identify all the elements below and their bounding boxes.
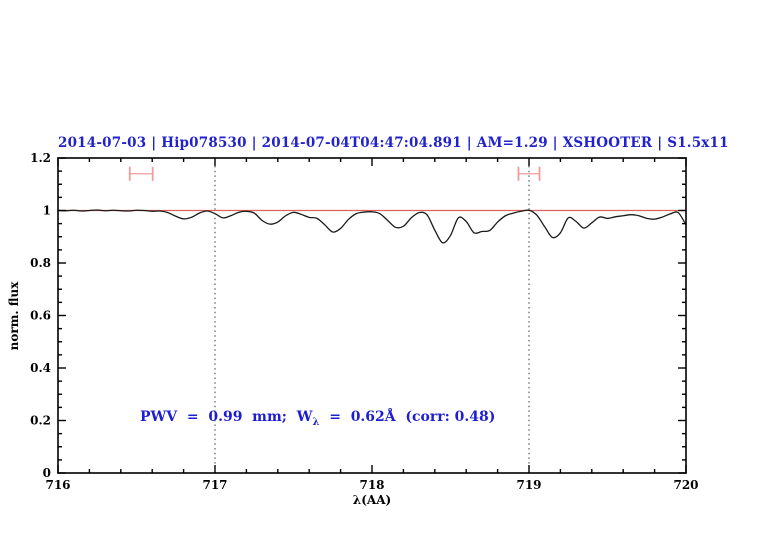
x-tick-label: 717 (202, 478, 227, 492)
x-tick-label: 720 (673, 478, 698, 492)
x-tick-label: 716 (45, 478, 70, 492)
y-tick-label: 0 (43, 466, 51, 480)
y-axis-label: norm. flux (7, 281, 21, 351)
annotation-post: = 0.62Å (corr: 0.48) (319, 409, 496, 425)
y-tick-label: 1.2 (30, 151, 51, 165)
y-tick-label: 0.4 (30, 361, 51, 375)
annotation-lambda-sub: λ (312, 416, 320, 428)
spectrum-curve (57, 209, 687, 244)
y-tick-label: 1 (43, 204, 51, 218)
annotation-pre: PWV = 0.99 mm; W (140, 409, 313, 425)
x-tick-label: 719 (516, 478, 541, 492)
y-tick-label: 0.2 (30, 414, 51, 428)
pwv-annotation: PWV = 0.99 mm; Wλ = 0.62Å (corr: 0.48) (140, 409, 495, 428)
plot-title: 2014-07-03 | Hip078530 | 2014-07-04T04:4… (58, 135, 729, 151)
y-tick-label: 0.8 (30, 256, 51, 270)
x-axis-label: λ(AA) (352, 493, 392, 507)
y-tick-label: 0.6 (30, 309, 51, 323)
x-tick-label: 718 (359, 478, 384, 492)
